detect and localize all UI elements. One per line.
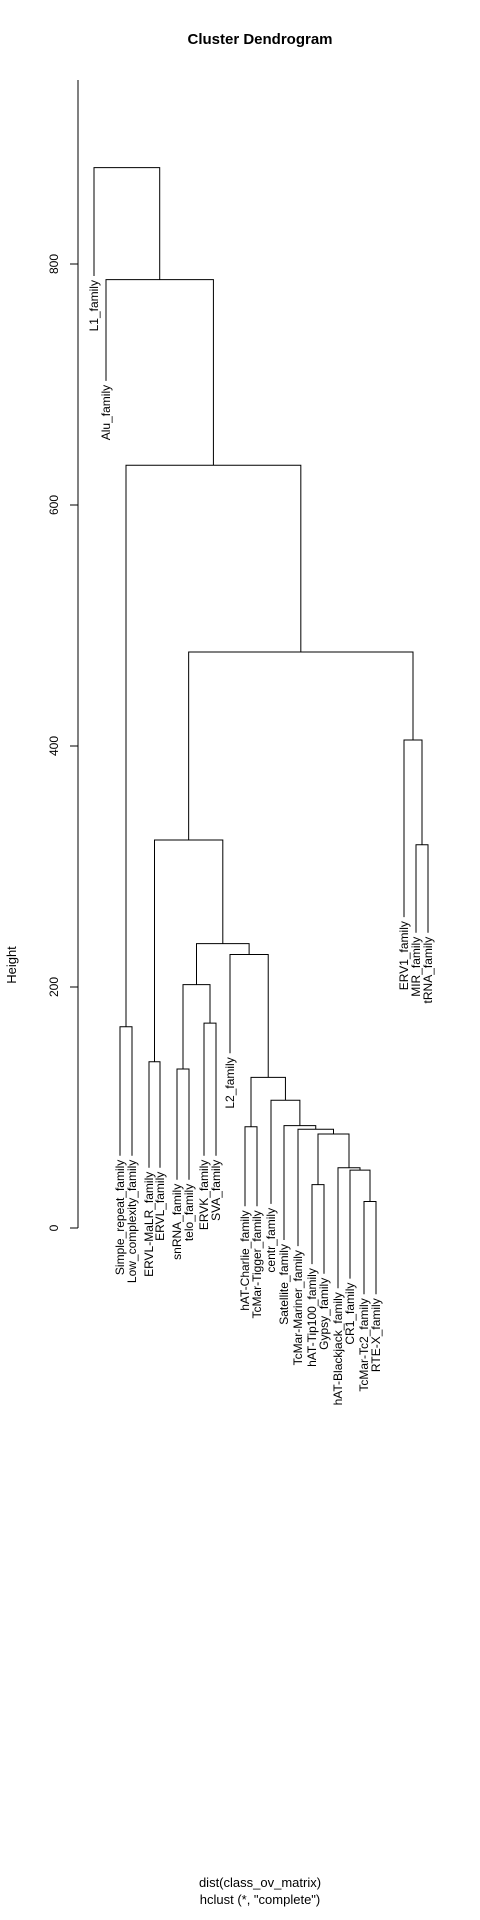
merge-branch: [93, 167, 161, 280]
merge-branch: [182, 984, 211, 1069]
leaf-label: ERV1_family: [397, 921, 411, 990]
merge-branch: [297, 1128, 334, 1247]
merge-branch: [349, 1169, 371, 1279]
merge-branch: [188, 651, 414, 840]
dendrogram-branches: [93, 167, 429, 1295]
leaf-label: snRNA_family: [170, 1184, 184, 1260]
merge-branch: [148, 1061, 161, 1168]
leaf-label: Simple_repeat_family: [113, 1160, 127, 1275]
leaf-label: hAT-Blackjack_family: [331, 1292, 345, 1405]
merge-branch: [244, 1126, 258, 1207]
leaf-label: MIR_family: [409, 937, 423, 997]
leaf-label: tRNA_family: [421, 937, 435, 1004]
leaf-label: SVA_family: [209, 1160, 223, 1221]
y-axis-label: Height: [4, 946, 19, 984]
leaf-label: CR1_family: [343, 1283, 357, 1345]
merge-branch: [415, 844, 429, 933]
merge-branch: [403, 739, 423, 918]
leaf-label: L2_family: [223, 1057, 237, 1108]
leaf-label: ERVL-MaLR_family: [142, 1172, 156, 1277]
leaf-label: L1_family: [87, 280, 101, 331]
y-tick-label: 400: [47, 736, 61, 756]
leaf-label: ERVL_family: [153, 1172, 167, 1241]
merge-branch: [154, 839, 224, 1062]
merge-branch: [105, 279, 214, 466]
y-tick-label: 800: [47, 254, 61, 274]
merge-branch: [363, 1200, 377, 1295]
leaf-label: hAT-Charlie_family: [238, 1210, 252, 1310]
leaf-label: hAT-Tip100_family: [305, 1268, 319, 1367]
leaf-label: TcMar-Tigger_family: [250, 1210, 264, 1318]
leaf-label: TcMar-Tc2_family: [357, 1298, 371, 1391]
x-axis-label-dist: dist(class_ov_matrix): [199, 1875, 321, 1890]
leaf-label: Satellite_family: [277, 1244, 291, 1325]
merge-branch: [317, 1133, 350, 1185]
leaf-label: Low_complexity_family: [125, 1160, 139, 1283]
y-tick-label: 0: [47, 1224, 61, 1231]
merge-branch: [196, 943, 250, 985]
leaf-label: centr_family: [264, 1208, 278, 1273]
merge-branch: [250, 1076, 286, 1127]
merge-branch: [203, 1022, 217, 1156]
merge-branch: [337, 1167, 361, 1289]
leaf-label: Gypsy_family: [317, 1278, 331, 1350]
y-tick-label: 200: [47, 977, 61, 997]
x-axis-label-method: hclust (*, "complete"): [200, 1892, 321, 1907]
merge-branch: [125, 464, 302, 1027]
leaf-label: telo_family: [182, 1184, 196, 1241]
chart-title: Cluster Dendrogram: [187, 31, 332, 48]
leaf-label: TcMar-Mariner_family: [291, 1250, 305, 1365]
merge-branch: [283, 1125, 317, 1241]
merge-branch: [270, 1099, 301, 1204]
merge-branch: [311, 1184, 325, 1274]
leaf-label: ERVK_family: [197, 1160, 211, 1230]
leaf-label: Alu_family: [99, 385, 113, 440]
merge-branch: [176, 1068, 190, 1180]
y-axis-ticks: 0 200 400 600 800: [47, 254, 78, 1231]
leaf-label: RTE-X_family: [369, 1298, 383, 1372]
y-tick-label: 600: [47, 495, 61, 515]
merge-branch: [119, 1026, 133, 1156]
leaf-labels: L1_familyAlu_familySimple_repeat_familyL…: [87, 280, 435, 1405]
